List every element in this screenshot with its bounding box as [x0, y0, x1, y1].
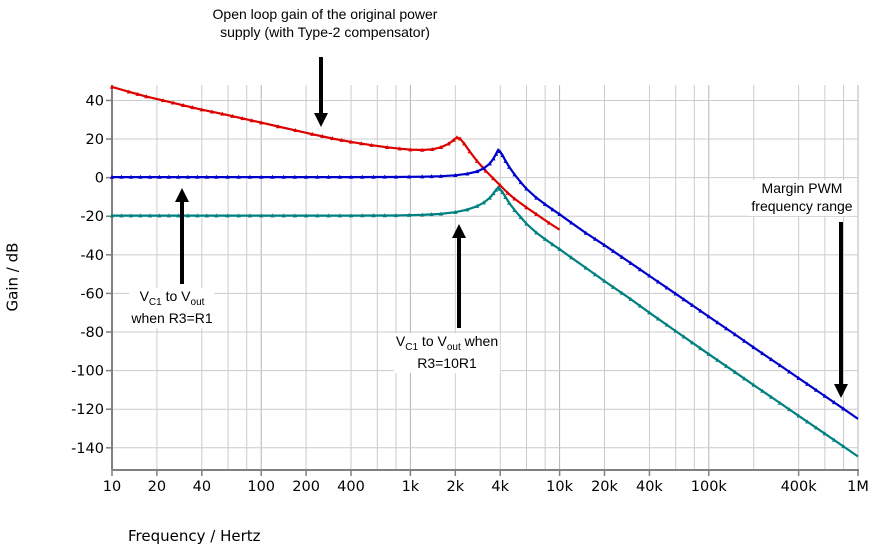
x-tick-label: 400k — [781, 479, 818, 495]
y-tick-label: 0 — [95, 171, 104, 187]
series-vc1-to-vout-r3-eq-r1 — [109, 147, 859, 420]
x-tick-label: 1M — [847, 479, 869, 495]
annotation-arrow — [175, 188, 189, 284]
y-tick-label: 40 — [86, 93, 104, 109]
x-tick-label: 2k — [447, 479, 465, 495]
x-tick-label: 100 — [247, 479, 275, 495]
x-tick-label: 40 — [193, 479, 211, 495]
grid — [111, 85, 859, 470]
y-axis-title: Gain / dB — [3, 242, 22, 312]
y-tick-label: -20 — [80, 209, 104, 225]
x-tick-label: 10 — [103, 479, 121, 495]
x-axis-title: Frequency / Hertz — [128, 527, 261, 545]
y-tick-labels: 40 20 0 -20 -40 -60 -80 -100 -120 -140 — [71, 93, 104, 456]
y-tick-label: -60 — [80, 286, 104, 302]
x-tick-label: 10k — [546, 479, 573, 495]
open-loop-gain-label: Open loop gain of the original power supp… — [212, 6, 438, 40]
y-tick-label: -80 — [80, 325, 104, 341]
x-tick-label: 100k — [691, 479, 728, 495]
x-tick-labels: 10 20 40 100 200 400 1k 2k 4k 10k 20k 40k 100k 400k 1M — [103, 479, 869, 495]
annotation-arrow — [314, 57, 328, 127]
axes — [106, 85, 859, 476]
x-tick-label: 400 — [337, 479, 365, 495]
y-tick-label: -140 — [71, 441, 104, 457]
x-tick-label: 20 — [148, 479, 166, 495]
annotation-arrow — [834, 222, 848, 398]
vc1-r3-eq-r1-label: VC1 to Vout when R3=R1 — [129, 288, 215, 328]
x-tick-label: 40k — [636, 479, 663, 495]
x-tick-label: 4k — [491, 479, 509, 495]
x-tick-label: 20k — [591, 479, 618, 495]
vc1-r3-eq-10r1-label: VC1 to Vout when R3=10R1 — [393, 333, 501, 373]
series-open-loop-gain — [109, 84, 561, 231]
margin-pwm-label: Margin PWM frequency range — [749, 180, 855, 216]
series-vc1-to-vout-r3-eq-10r1 — [109, 185, 859, 458]
y-tick-label: -40 — [80, 248, 104, 264]
x-tick-label: 1k — [402, 479, 420, 495]
y-tick-label: -120 — [71, 402, 104, 418]
y-tick-label: -100 — [71, 364, 104, 380]
x-tick-label: 200 — [292, 479, 320, 495]
annotation-arrow — [452, 224, 466, 328]
y-tick-label: 20 — [86, 132, 104, 148]
